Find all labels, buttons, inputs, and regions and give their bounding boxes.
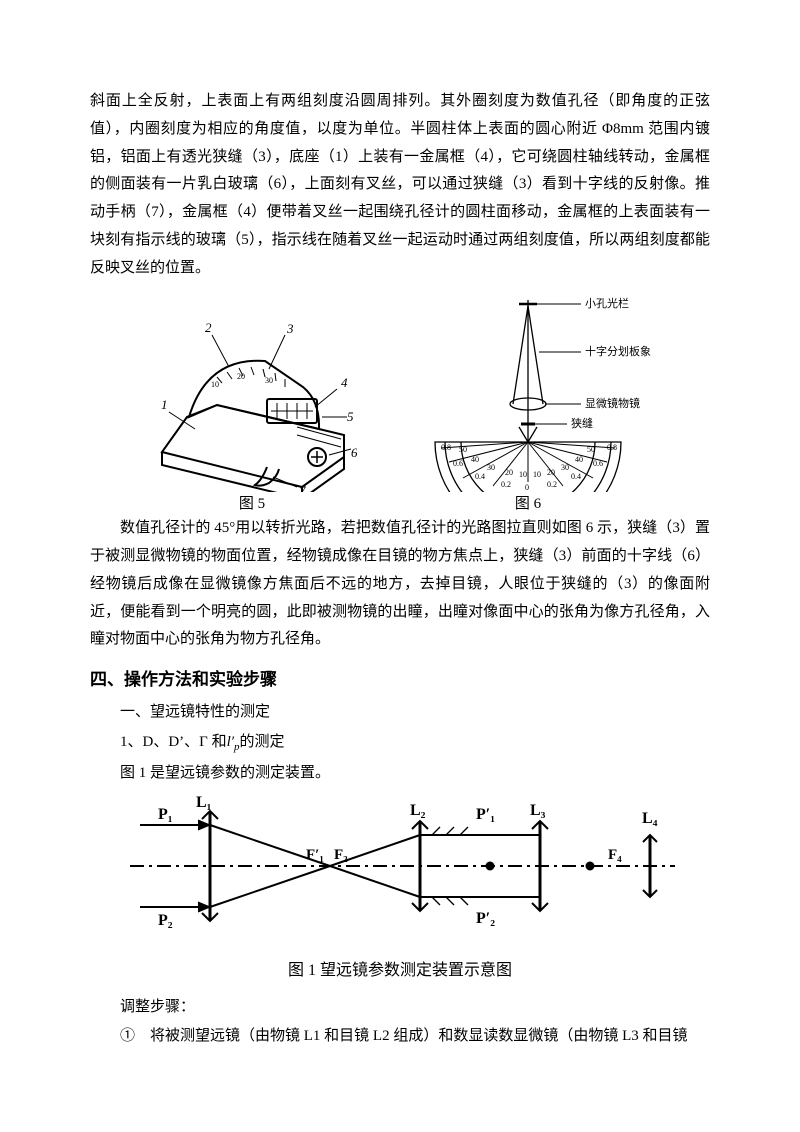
figure-row: 1 2 3 4 5 6 7 10 20 30 图 5 (90, 292, 710, 515)
svg-text:L₁: L₁ (196, 794, 212, 811)
section-4-heading: 四、操作方法和实验步骤 (90, 664, 710, 695)
svg-text:0: 0 (525, 483, 529, 492)
figure-5-caption: 图 5 (147, 494, 357, 515)
svg-text:50: 50 (459, 445, 467, 454)
svg-text:0.2: 0.2 (501, 480, 511, 489)
fig5-n6: 6 (351, 445, 357, 460)
svg-text:P₁: P₁ (158, 806, 173, 823)
fig6-reticle: 十字分划板象 (585, 344, 651, 358)
fig5-n7: 7 (299, 483, 306, 492)
fig5-n4: 4 (341, 375, 348, 390)
svg-text:0.8: 0.8 (441, 443, 451, 452)
figure-1-svg: P₁ L₁ F′₁ F₂ L₂ P′₁ L₃ F₄ L₄ P₂ P′₂ (120, 791, 680, 941)
paragraph-2: 数值孔径计的 45°用以转折光路，若把数值孔径计的光路图拉直则如图 6 示，狭缝… (90, 515, 710, 654)
svg-text:30: 30 (265, 376, 273, 385)
fig5-n3: 3 (286, 321, 294, 336)
svg-text:0.4: 0.4 (571, 472, 581, 481)
fig5-n2: 2 (205, 320, 212, 335)
svg-text:0.4: 0.4 (475, 472, 485, 481)
svg-text:L₄: L₄ (642, 810, 658, 827)
svg-text:P₂: P₂ (158, 912, 173, 929)
fig6-aperture: 小孔光栏 (585, 296, 629, 310)
svg-text:20: 20 (237, 372, 245, 381)
figure-1-caption: 图 1 望远镜参数测定装置示意图 (90, 956, 710, 986)
sub-2: 1、D、D’、Γ 和l′p的测定 (90, 729, 710, 757)
figure-5-svg: 1 2 3 4 5 6 7 10 20 30 (147, 317, 357, 492)
svg-text:30: 30 (487, 463, 495, 472)
sub-3: 图 1 是望远镜参数的测定装置。 (90, 760, 710, 788)
svg-text:50: 50 (587, 445, 595, 454)
svg-text:F₄: F₄ (608, 847, 622, 863)
svg-text:10: 10 (533, 470, 541, 479)
svg-text:0.6: 0.6 (593, 459, 603, 468)
svg-text:40: 40 (471, 455, 479, 464)
paragraph-1: 斜面上全反射，上表面上有两组刻度沿圆周排列。其外圈刻度为数值孔径（即角度的正弦值… (90, 88, 710, 282)
fig5-n1: 1 (161, 397, 168, 412)
sub-5: ① 将被测望远镜（由物镜 L1 和目镜 L2 组成）和数显读数显微镜（由物镜 L… (90, 1023, 710, 1051)
svg-text:10: 10 (519, 470, 527, 479)
fig6-objective: 显微镜物镜 (585, 396, 640, 410)
figure-6-svg: 小孔光栏 十字分划板象 显微镜物镜 狭缝 0.8 0.6 0.4 0.2 0 0… (403, 292, 653, 492)
svg-text:0.6: 0.6 (453, 459, 463, 468)
svg-text:F′₁: F′₁ (306, 847, 324, 863)
svg-text:30: 30 (561, 463, 569, 472)
svg-text:20: 20 (547, 468, 555, 477)
svg-text:0.8: 0.8 (607, 443, 617, 452)
fig6-slit: 狭缝 (571, 416, 593, 430)
svg-text:L₂: L₂ (410, 802, 426, 819)
svg-text:10: 10 (211, 380, 219, 389)
svg-text:F₂: F₂ (334, 847, 348, 863)
sub-1: 一、望远镜特性的测定 (90, 699, 710, 727)
svg-text:40: 40 (575, 455, 583, 464)
svg-text:L₃: L₃ (530, 802, 546, 819)
svg-text:P′₁: P′₁ (476, 806, 495, 823)
svg-text:20: 20 (505, 468, 513, 477)
fig5-n5: 5 (347, 409, 354, 424)
sub-4: 调整步骤： (90, 994, 710, 1022)
svg-text:0.2: 0.2 (547, 480, 557, 489)
figure-6-caption: 图 6 (403, 494, 653, 515)
svg-text:P′₂: P′₂ (476, 910, 495, 927)
